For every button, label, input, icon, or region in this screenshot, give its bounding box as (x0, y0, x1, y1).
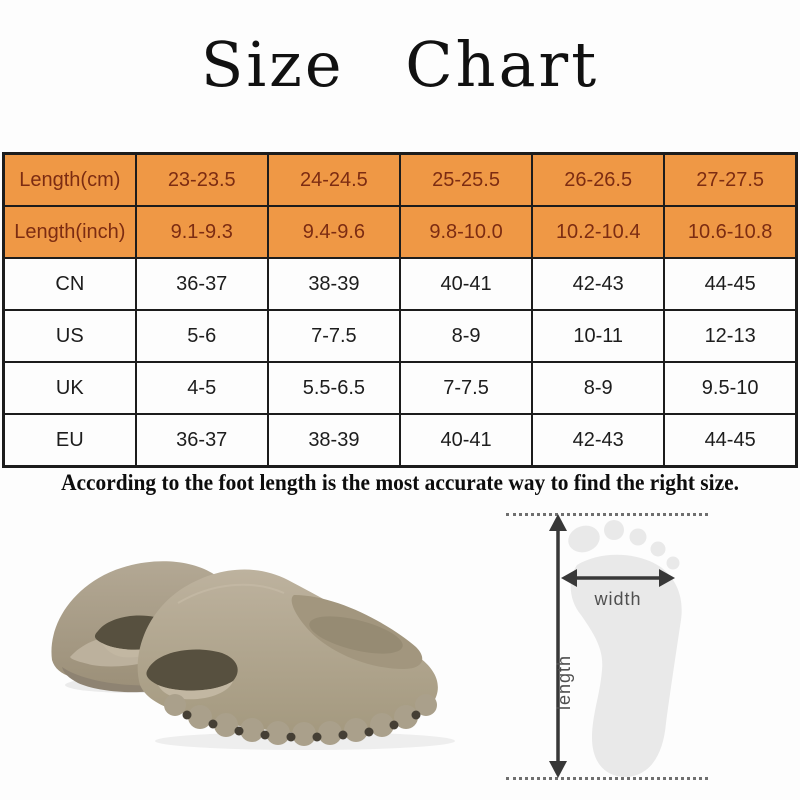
width-arrow-icon (561, 569, 675, 587)
size-cell: 44-45 (663, 413, 798, 468)
size-cell: 8-9 (398, 309, 534, 363)
size-cell: 12-13 (663, 309, 798, 363)
dotted-line-bottom (506, 777, 708, 780)
size-cell: 25-25.5 (398, 152, 534, 207)
size-cell: 7-7.5 (398, 361, 534, 415)
size-cell: 10-11 (531, 309, 666, 363)
foot-outline-icon (568, 520, 682, 777)
sole-notches (182, 710, 421, 742)
length-arrow-icon (549, 514, 567, 778)
size-cell: 42-43 (531, 257, 666, 311)
size-cell: 5.5-6.5 (266, 361, 401, 415)
size-cell: 36-37 (134, 257, 269, 311)
size-cell: 40-41 (398, 413, 534, 468)
table-row-uk: UK 4-5 5.5-6.5 7-7.5 8-9 9.5-10 (2, 361, 798, 415)
table-row-us: US 5-6 7-7.5 8-9 10-11 12-13 (2, 309, 798, 363)
size-cell: 26-26.5 (531, 152, 666, 207)
size-cell: 9.5-10 (663, 361, 798, 415)
table-row-eu: EU 36-37 38-39 40-41 42-43 44-45 (2, 413, 798, 468)
size-cell: 10.2-10.4 (531, 205, 666, 259)
row-label-cell: CN (2, 257, 137, 311)
table-row-length-cm: Length(cm) 23-23.5 24-24.5 25-25.5 26-26… (2, 152, 798, 207)
size-cell: 38-39 (266, 413, 401, 468)
size-cell: 10.6-10.8 (663, 205, 798, 259)
width-label: width (594, 589, 642, 609)
dotted-line-top (506, 513, 708, 516)
size-cell: 4-5 (134, 361, 269, 415)
page-title: Size Chart (200, 28, 600, 101)
size-cell: 9.4-9.6 (266, 205, 401, 259)
size-cell: 23-23.5 (134, 152, 269, 207)
size-cell: 24-24.5 (266, 152, 401, 207)
size-cell: 9.8-10.0 (398, 205, 534, 259)
size-cell: 40-41 (398, 257, 534, 311)
size-cell: 9.1-9.3 (134, 205, 269, 259)
table-row-cn: CN 36-37 38-39 40-41 42-43 44-45 (2, 257, 798, 311)
size-cell: 36-37 (134, 413, 269, 468)
row-label-cell: US (2, 309, 137, 363)
table-row-length-inch: Length(inch) 9.1-9.3 9.4-9.6 9.8-10.0 10… (2, 205, 798, 259)
row-label-cell: Length(cm) (2, 152, 137, 207)
foot-measure-diagram: width length (500, 505, 715, 795)
sizing-note: According to the foot length is the most… (61, 470, 739, 495)
slippers-illustration (51, 561, 455, 750)
size-cell: 5-6 (134, 309, 269, 363)
size-cell: 38-39 (266, 257, 401, 311)
slippers-photo (40, 545, 480, 795)
size-cell: 27-27.5 (663, 152, 798, 207)
size-cell: 8-9 (531, 361, 666, 415)
size-cell: 44-45 (663, 257, 798, 311)
size-table: Length(cm) 23-23.5 24-24.5 25-25.5 26-26… (2, 152, 798, 468)
front-slipper (137, 569, 438, 746)
row-label-cell: Length(inch) (2, 205, 137, 259)
wavy-sole (164, 694, 437, 746)
size-cell: 7-7.5 (266, 309, 401, 363)
length-label: length (554, 654, 574, 710)
row-label-cell: EU (2, 413, 137, 468)
foot-diagram-graphic (549, 514, 682, 778)
size-cell: 42-43 (531, 413, 666, 468)
row-label-cell: UK (2, 361, 137, 415)
